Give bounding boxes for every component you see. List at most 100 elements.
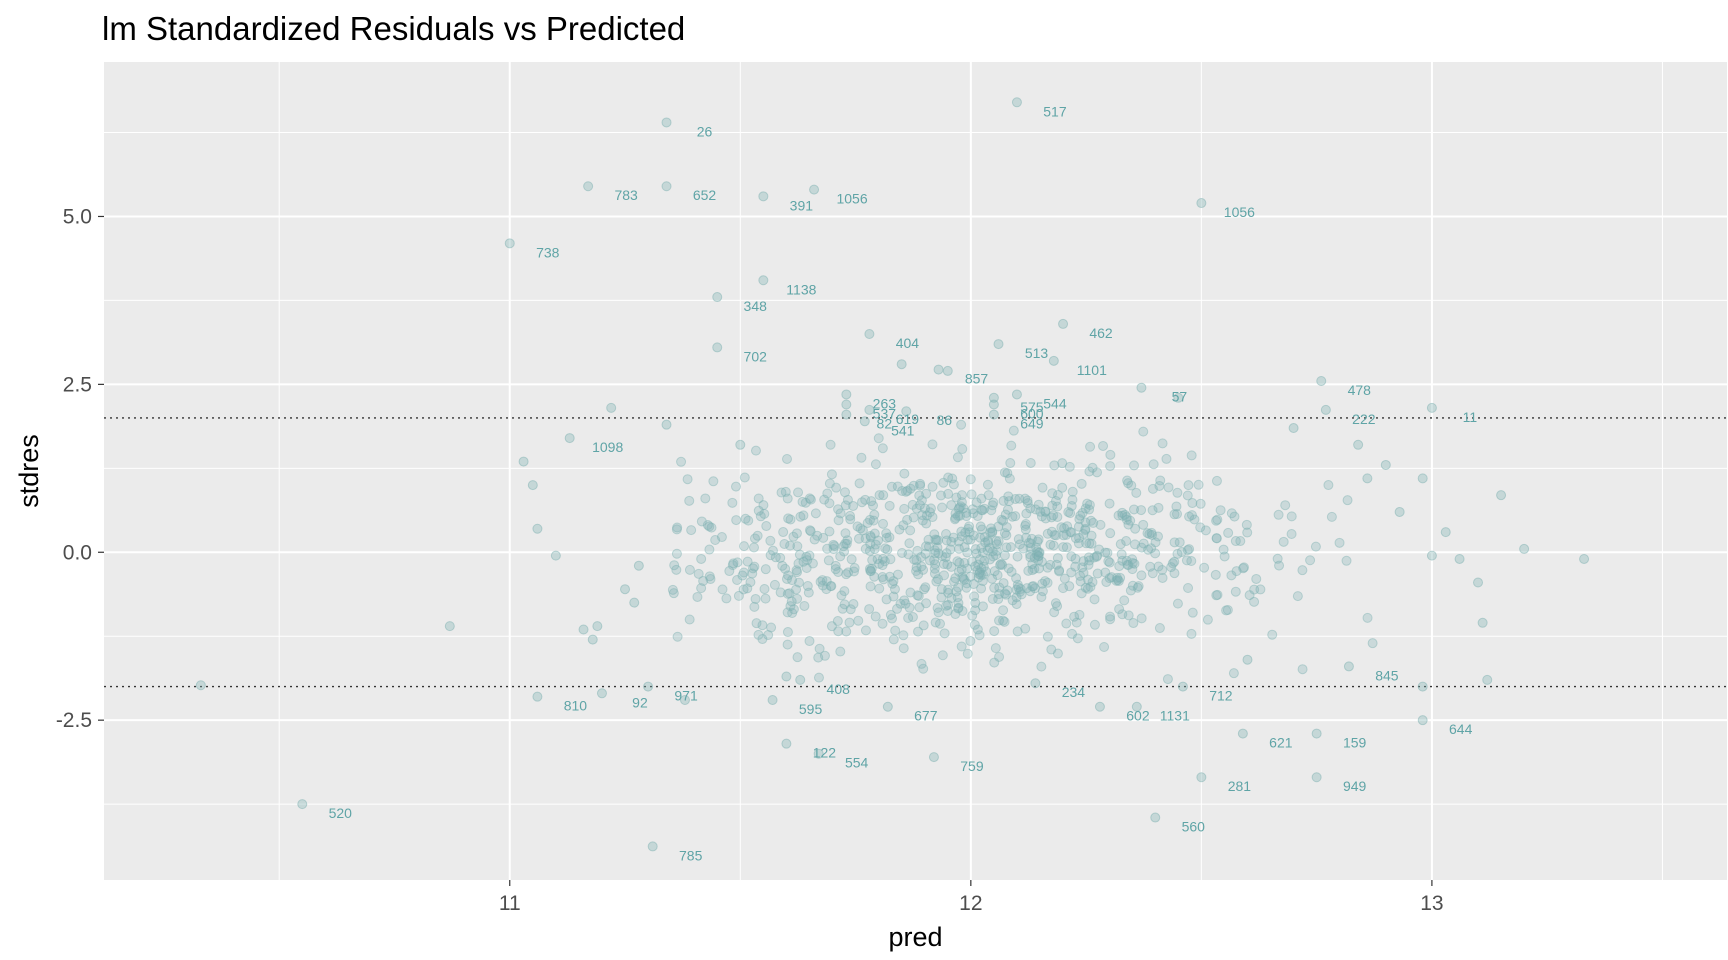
point-label: 712 [1209,688,1233,704]
data-point [1011,389,1022,400]
data-point [874,583,885,594]
data-point [787,608,798,619]
data-point [886,481,897,492]
data-point [671,564,682,575]
data-point [795,674,806,685]
data-point [1417,473,1428,484]
data-point [917,510,928,521]
data-point [739,472,750,483]
data-point [860,533,871,544]
point-label: 702 [744,348,768,364]
data-point [988,409,999,420]
data-point [916,495,927,506]
data-point [929,563,940,574]
data-point [1166,562,1177,573]
data-point [946,536,957,547]
data-point [1146,527,1157,538]
data-point [1123,560,1134,571]
data-point [1014,539,1025,550]
data-point [1153,561,1164,572]
data-point [942,559,953,570]
data-point [969,619,980,630]
y-axis-title: stdres [14,434,44,508]
data-point [1100,567,1111,578]
data-point [745,577,756,588]
data-point [679,695,690,706]
data-point [620,584,631,595]
data-point [532,523,543,534]
data-point [901,406,912,417]
data-point [935,490,946,501]
data-point [1129,539,1140,550]
data-point [1070,561,1081,572]
data-point [1242,654,1253,665]
data-point [867,555,878,566]
data-point [1073,521,1084,532]
data-point [909,554,920,565]
data-point [881,528,892,539]
data-point [777,560,788,571]
data-point [977,576,988,587]
data-point [845,510,856,521]
data-point [870,539,881,550]
data-point [943,472,954,483]
data-point [1007,511,1018,522]
data-point [791,565,802,576]
data-point [1031,542,1042,553]
data-point [1065,526,1076,537]
data-point [1046,644,1057,655]
data-point [1004,496,1015,507]
data-point [821,576,832,587]
data-point [905,525,916,536]
data-point [950,609,961,620]
data-point [794,577,805,588]
data-point [1186,450,1197,461]
data-point [766,622,777,633]
data-point [1127,564,1138,575]
data-point [848,599,859,610]
data-point [938,477,949,488]
data-point [999,588,1010,599]
data-point [1211,533,1222,544]
data-point [956,490,967,501]
data-point [951,492,962,503]
data-point [993,594,1004,605]
data-point [1226,508,1237,519]
data-point [1085,581,1096,592]
point-label: 649 [1020,416,1044,432]
data-point [904,602,915,613]
data-point [953,566,964,577]
data-point [868,500,879,511]
data-point [1003,563,1014,574]
data-point [686,525,697,536]
data-point [1362,612,1373,623]
data-point [809,534,820,545]
data-point [1496,490,1507,501]
data-point [1042,577,1053,588]
data-point [892,569,903,580]
data-point [991,545,1002,556]
data-point [991,539,1002,550]
data-point [1011,573,1022,584]
data-point [1016,589,1027,600]
data-point [839,586,850,597]
data-point [692,591,703,602]
data-point [1129,504,1140,515]
data-point [1297,565,1308,576]
data-point [1091,551,1102,562]
data-point [848,500,859,511]
data-point [1130,523,1141,534]
data-point [872,554,883,565]
data-point [998,605,1009,616]
data-point [1177,681,1188,692]
data-point [733,590,744,601]
data-point [933,364,944,375]
data-point [819,494,830,505]
data-point [1040,506,1051,517]
data-point [972,624,983,635]
data-point [979,503,990,514]
data-point [1251,573,1262,584]
point-label: 677 [914,708,938,724]
data-point [724,566,735,577]
data-point [1136,570,1147,581]
